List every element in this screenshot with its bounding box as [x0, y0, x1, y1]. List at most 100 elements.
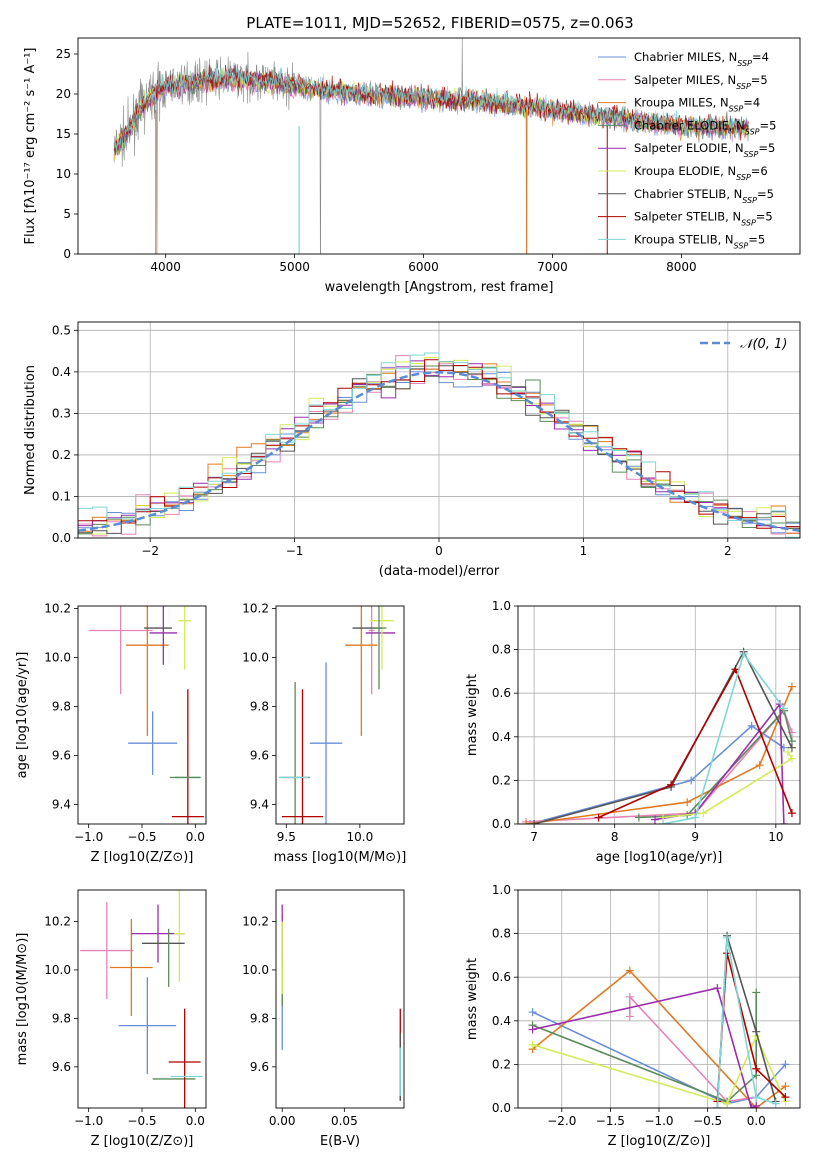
weight-point	[771, 1099, 780, 1108]
x-tick-label: −0.5	[127, 1114, 156, 1128]
age_vs_mass-axes: 9.5 10.0 9.4 9.6 9.8 10.0 10.2 mass [log10(M/M⊙…	[242, 601, 406, 865]
y-tick-label: 1.0	[492, 599, 511, 613]
y-tick-label: 9.6	[250, 748, 269, 762]
y-tick-label: 0.0	[492, 1101, 511, 1115]
weight-line	[716, 937, 776, 1108]
x-axis-label: wavelength [Angstrom, rest frame]	[325, 280, 554, 295]
spectrum-legend: Chabrier MILES, NSSP=4 Salpeter MILES, NS…	[598, 50, 776, 250]
y-axis-label: Flux [fλ10⁻¹⁷ erg cm⁻² s⁻¹ A⁻¹]	[23, 48, 38, 245]
weight-point	[783, 748, 792, 757]
y-axis-label: age [log10(age/yr)]	[15, 652, 30, 779]
weight-point	[594, 813, 603, 822]
y-tick-label: 0.0	[492, 817, 511, 831]
y-tick-label: 1.0	[492, 883, 511, 897]
x-tick-label: 7	[530, 830, 538, 844]
weight-point	[779, 704, 788, 713]
y-tick-label: 0.2	[492, 773, 511, 787]
mass_vs_Z-axes: −1.0 −0.5 0.0 9.6 9.8 10.0 10.2 Z [log10(Z/Z⊙)]…	[15, 914, 205, 1149]
weight-point	[528, 1040, 537, 1049]
y-tick-label: 9.8	[250, 699, 269, 713]
legend-entry: Kroupa MILES, NSSP=4	[634, 96, 760, 114]
y-tick-label: 0.4	[492, 730, 511, 744]
weight-line	[529, 724, 785, 824]
weight-line	[532, 969, 786, 1108]
weight-point	[781, 1082, 790, 1091]
y-tick-label: 10	[56, 167, 71, 181]
x-tick-label: 10	[768, 830, 783, 844]
weight-point	[752, 1064, 761, 1073]
x-tick-label: 4000	[150, 260, 181, 274]
x-tick-label: 0	[435, 544, 443, 558]
mass_vs_Z-frame	[77, 889, 207, 1109]
weight-line	[526, 709, 793, 823]
x-tick-label: −1.5	[596, 1114, 625, 1128]
weight-point	[787, 809, 796, 818]
weight-point	[739, 649, 748, 658]
weight-point	[781, 1060, 790, 1069]
weight-point	[752, 988, 761, 997]
mass_vs_ebv-axes: 0.00 0.05 9.6 9.8 10.0 10.2 E(B-V)	[242, 914, 360, 1149]
y-tick-label: 9.8	[250, 1011, 269, 1025]
x-tick-label: 7000	[537, 260, 568, 274]
weight_vs_age-axes: 7 8 9 10 0.0 0.2 0.4 0.6 0.8 1.0 age [log10(age/yr…	[465, 599, 800, 865]
weight-point	[787, 682, 796, 691]
legend-entry: Kroupa ELODIE, NSSP=6	[634, 164, 768, 182]
residuals-plot-area	[78, 352, 800, 538]
y-tick-label: 10.0	[44, 963, 71, 977]
weight-point	[528, 1008, 537, 1017]
weight-point	[625, 1012, 634, 1021]
x-tick-label: −0.5	[127, 830, 156, 844]
x-tick-label: −2.0	[547, 1114, 576, 1128]
x-tick-label: 0.0	[747, 1114, 766, 1128]
legend-entry: Chabrier STELIB, NSSP=5	[634, 187, 774, 205]
weight-point	[731, 665, 740, 674]
weight-point	[781, 1093, 790, 1102]
weight-point	[634, 813, 643, 822]
y-axis-label: mass [log10(M/M⊙)]	[15, 933, 30, 1066]
y-tick-label: 0.8	[492, 643, 511, 657]
y-tick-label: 0.6	[492, 970, 511, 984]
y-tick-label: 10.0	[44, 650, 71, 664]
y-tick-label: 10.2	[44, 601, 71, 615]
weight-point	[625, 992, 634, 1001]
y-tick-label: 9.6	[52, 748, 71, 762]
weight-line	[532, 1034, 787, 1105]
x-axis-label: age [log10(age/yr)]	[596, 850, 723, 865]
figure-title: PLATE=1011, MJD=52652, FIBERID=0575, z=0…	[246, 14, 633, 32]
age_vs_Z-axes: −1.0 −0.5 0.0 9.4 9.6 9.8 10.0 10.2 Z [log10(Z/Z…	[15, 601, 205, 865]
x-tick-label: 8000	[666, 260, 697, 274]
legend-entry: Salpeter STELIB, NSSP=5	[634, 210, 773, 228]
y-tick-label: 9.4	[52, 797, 71, 811]
normal-curve	[78, 371, 800, 532]
x-axis-label: mass [log10(M/M⊙)]	[274, 850, 407, 865]
y-tick-label: 25	[56, 47, 71, 61]
weight-point	[723, 1099, 732, 1108]
weight-point	[530, 820, 539, 824]
y-tick-label: 9.6	[250, 1060, 269, 1074]
x-tick-label: 0.00	[269, 1114, 296, 1128]
weight-point	[723, 933, 732, 942]
x-tick-label: 0.0	[186, 830, 205, 844]
weight-line	[532, 987, 757, 1108]
weight-point	[787, 754, 796, 763]
x-tick-label: 5000	[279, 260, 310, 274]
x-tick-label: −0.5	[693, 1114, 722, 1128]
x-tick-label: −1.0	[644, 1114, 673, 1128]
weight-point	[528, 1025, 537, 1034]
y-tick-label: 0.5	[52, 323, 71, 337]
weight-point	[755, 761, 764, 770]
weight-line	[598, 667, 793, 819]
legend-entry: 𝒩(0, 1)	[740, 337, 787, 352]
weight-point	[779, 820, 788, 824]
y-tick-label: 0.2	[492, 1057, 511, 1071]
weight_vs_Z-plot-area	[528, 931, 790, 1108]
weight-point	[522, 820, 531, 824]
weight-point	[713, 984, 722, 993]
y-axis-label: Normed distribution	[23, 365, 38, 495]
x-tick-label: 8	[611, 830, 619, 844]
mass_vs_ebv-frame	[275, 889, 405, 1109]
y-tick-label: 0	[63, 247, 71, 261]
x-tick-label: 9.5	[277, 830, 296, 844]
weight-point	[747, 721, 756, 730]
weight-point	[752, 1093, 761, 1102]
